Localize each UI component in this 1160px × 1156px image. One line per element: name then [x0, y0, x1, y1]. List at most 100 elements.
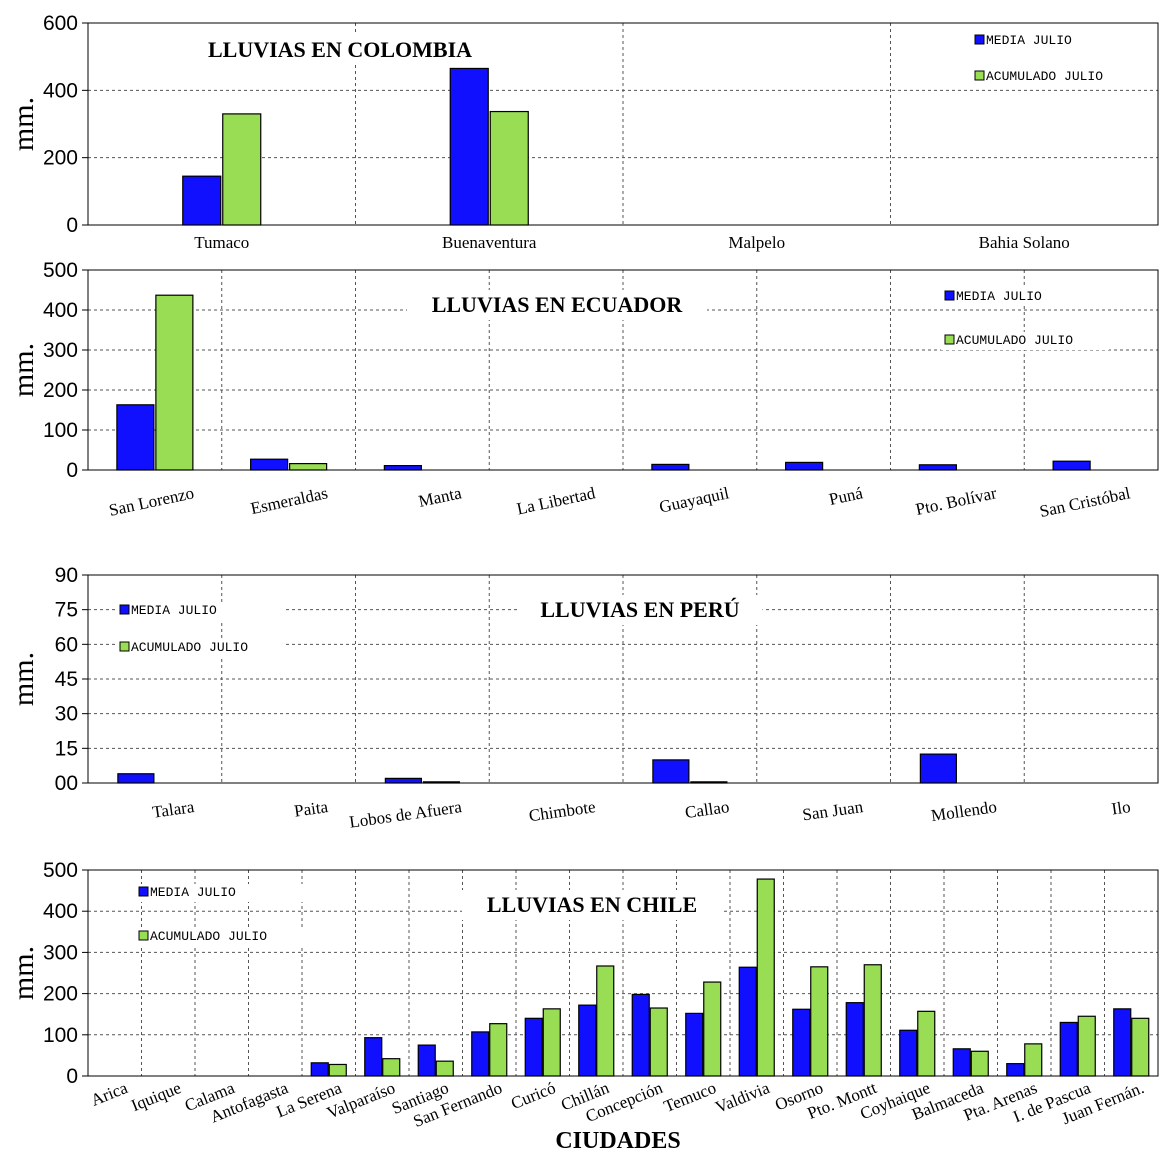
- x-category-label: La Libertad: [515, 483, 597, 518]
- y-tick-label: 0: [66, 1065, 78, 1088]
- legend-label: ACUMULADO JULIO: [150, 929, 267, 944]
- chart-title: LLUVIAS EN COLOMBIA: [208, 37, 472, 62]
- bar-acumulado-julio: [489, 1023, 508, 1077]
- legend-backdrop: [941, 288, 1109, 306]
- bar-acumulado-julio: [810, 966, 829, 1077]
- y-tick-label: 400: [43, 900, 78, 923]
- bar-acumulado-julio: [222, 113, 262, 226]
- y-tick-label: 0: [66, 214, 78, 237]
- x-category-label: Pto. Bolívar: [914, 483, 999, 519]
- plot-frame: [87, 869, 1159, 1077]
- bar-media-julio: [116, 404, 155, 471]
- bar-acumulado-julio: [328, 1063, 347, 1077]
- y-tick-label: 500: [43, 259, 78, 282]
- y-tick-label: 75: [55, 599, 78, 622]
- x-category-label: Valdivia: [713, 1078, 773, 1117]
- x-category-label: Mollendo: [930, 797, 998, 825]
- bar-media-julio: [1006, 1063, 1025, 1077]
- bar-acumulado-julio: [542, 1008, 561, 1077]
- y-tick-label: 45: [55, 668, 78, 691]
- bar-acumulado-julio: [1131, 1017, 1150, 1077]
- title-backdrop: [407, 290, 707, 320]
- x-category-label: Curicó: [508, 1078, 558, 1113]
- y-axis-label: mm.: [7, 946, 40, 1000]
- x-category-label: Tumaco: [194, 233, 249, 252]
- legend-label: MEDIA JULIO: [150, 885, 236, 900]
- bar-acumulado-julio: [382, 1058, 401, 1077]
- bar-acumulado-julio: [703, 981, 722, 1077]
- bar-media-julio: [1059, 1021, 1078, 1077]
- bar-media-julio: [685, 1012, 704, 1077]
- bar-media-julio: [652, 759, 690, 784]
- legend-backdrop: [971, 68, 1139, 86]
- x-category-label: Paita: [293, 797, 330, 821]
- y-tick-label: 60: [55, 633, 78, 656]
- bar-media-julio: [845, 1002, 864, 1077]
- title-backdrop: [462, 890, 722, 920]
- bar-media-julio: [250, 458, 289, 471]
- y-tick-label: 300: [43, 941, 78, 964]
- bar-acumulado-julio: [863, 964, 882, 1077]
- bar-media-julio: [919, 753, 957, 784]
- legend-label: MEDIA JULIO: [986, 33, 1072, 48]
- x-category-label: Lobos de Afuera: [348, 797, 463, 832]
- bar-acumulado-julio: [1024, 1043, 1043, 1077]
- legend-backdrop: [135, 928, 303, 946]
- bar-media-julio: [899, 1029, 918, 1077]
- bar-acumulado-julio: [649, 1007, 668, 1077]
- y-tick-label: 200: [43, 147, 78, 170]
- bar-media-julio: [785, 461, 824, 471]
- chart-title: LLUVIAS EN CHILE: [487, 892, 697, 917]
- y-axis-label: mm.: [7, 97, 40, 151]
- legend-label: ACUMULADO JULIO: [956, 333, 1073, 348]
- chart-chile: 0 100 200 300 400 500 LLUVIAS EN CHILE mm. Arica…: [7, 859, 1159, 1131]
- y-tick-label: 15: [55, 737, 78, 760]
- bar-media-julio: [182, 175, 222, 226]
- plot-frame: [87, 22, 1159, 226]
- bar-media-julio: [952, 1048, 971, 1077]
- bar-media-julio: [738, 966, 757, 1077]
- legend-label: MEDIA JULIO: [131, 603, 217, 618]
- legend-swatch: [138, 930, 149, 941]
- legend-swatch: [974, 34, 985, 45]
- x-category-label: Guayaquil: [657, 483, 730, 516]
- legend-label: ACUMULADO JULIO: [131, 640, 248, 655]
- chart-title: LLUVIAS EN PERÚ: [540, 597, 739, 622]
- title-backdrop: [175, 35, 505, 65]
- y-tick-label: 300: [43, 339, 78, 362]
- legend-label: ACUMULADO JULIO: [986, 69, 1103, 84]
- y-tick-label: 00: [55, 772, 78, 795]
- bar-media-julio: [631, 993, 650, 1077]
- bar-media-julio: [1052, 460, 1091, 471]
- legend-swatch: [119, 641, 130, 652]
- legend-backdrop: [941, 332, 1109, 350]
- bar-acumulado-julio: [435, 1060, 454, 1077]
- bar-media-julio: [792, 1008, 811, 1077]
- x-category-label: San Juan: [801, 797, 864, 824]
- x-axis-title: CIUDADES: [555, 1128, 680, 1154]
- x-category-label: Iquique: [128, 1078, 183, 1115]
- y-tick-label: 200: [43, 379, 78, 402]
- bar-acumulado-julio: [756, 878, 775, 1077]
- bar-acumulado-julio: [917, 1010, 936, 1077]
- bar-media-julio: [417, 1044, 436, 1077]
- x-category-label: Manta: [417, 483, 464, 511]
- y-tick-label: 500: [43, 859, 78, 882]
- bar-acumulado-julio: [489, 110, 529, 226]
- legend-label: MEDIA JULIO: [956, 289, 1042, 304]
- title-backdrop: [517, 595, 763, 625]
- bar-acumulado-julio: [422, 781, 460, 784]
- x-category-label: San Lorenzo: [107, 483, 195, 520]
- bar-acumulado-julio: [596, 965, 615, 1077]
- y-axis-label: mm.: [7, 652, 40, 706]
- plot-frame: [87, 574, 1159, 784]
- legend-backdrop: [116, 639, 284, 657]
- legend-backdrop: [971, 32, 1139, 50]
- y-axis-label: mm.: [7, 343, 40, 397]
- y-tick-label: 90: [55, 564, 78, 587]
- bar-media-julio: [310, 1062, 329, 1077]
- bar-media-julio: [524, 1017, 543, 1077]
- x-category-label: Malpelo: [728, 233, 785, 252]
- bar-media-julio: [471, 1031, 490, 1077]
- bar-acumulado-julio: [690, 781, 728, 784]
